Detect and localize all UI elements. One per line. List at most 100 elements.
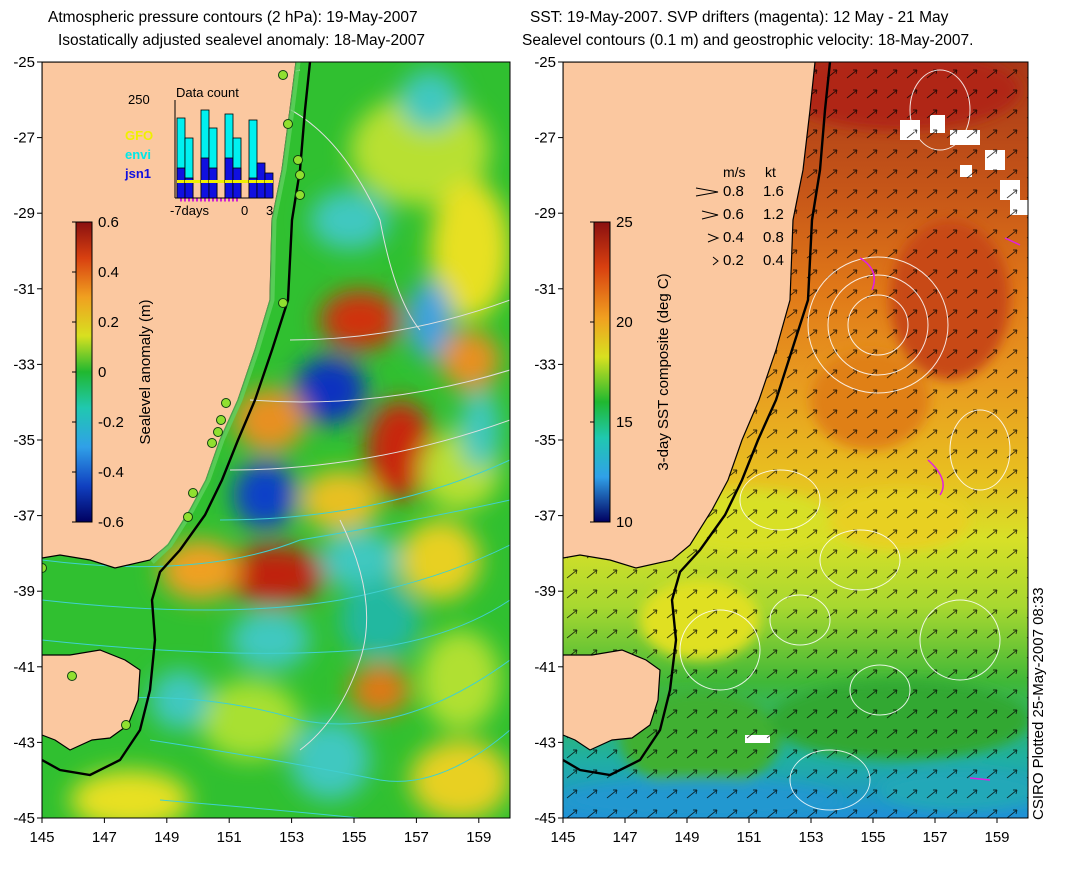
y-tick-label: -37	[13, 508, 35, 525]
right-y-axis: -25 -27 -29 -31 -33 -35 -37 -39 -41 -43 -45	[534, 54, 563, 827]
bar-gfo	[241, 180, 249, 183]
y-tick-label: -27	[534, 130, 556, 147]
bar-gfo	[177, 180, 185, 183]
svp-drifter-tracks	[859, 237, 1021, 781]
left-x-axis: 145 147 149 151 153 155 157 159	[29, 818, 491, 846]
data-count-xlabel-start: -7days	[170, 203, 210, 218]
sealevel-contours	[679, 69, 1011, 811]
y-tick-label: -29	[534, 205, 556, 222]
legend-jsn1: jsn1	[124, 166, 151, 181]
velocity-kt-value: 1.2	[763, 206, 784, 223]
legend-gfo: GFO	[125, 128, 153, 143]
colorbar-tick-label: -0.2	[98, 414, 124, 431]
bar-gfo	[249, 180, 257, 183]
bar-gfo	[193, 180, 201, 183]
credit-label: CSIRO Plotted 25-May-2007 08:33	[1030, 587, 1047, 820]
velocity-arrow-icon	[707, 233, 720, 243]
sst-colorbar-ticks: 25 20 15 10	[590, 214, 633, 531]
bar-gfo	[209, 180, 217, 183]
data-count-ymax: 250	[128, 92, 150, 107]
y-tick-label: -39	[13, 583, 35, 600]
colorbar-tick-label: 0	[98, 364, 106, 381]
bar-gfo	[217, 180, 225, 183]
x-tick-label: 153	[798, 829, 823, 846]
sla-colorbar-ticks: 0.6 0.4 0.2 0 -0.2 -0.4 -0.6	[72, 214, 124, 531]
velocity-kt-value: 1.6	[763, 183, 784, 200]
x-tick-label: 151	[217, 829, 242, 846]
bar-gfo	[201, 180, 209, 183]
y-tick-label: -41	[13, 659, 35, 676]
y-tick-label: -43	[534, 734, 556, 751]
shelf-contour-left	[42, 62, 312, 777]
colorbar-tick-label: 20	[616, 314, 633, 331]
y-tick-label: -33	[13, 356, 35, 373]
y-tick-label: -41	[534, 659, 556, 676]
sla-colorbar	[75, 221, 93, 523]
velocity-kt-value: 0.4	[763, 252, 784, 269]
sst-colorbar-label: 3-day SST composite (deg C)	[655, 273, 672, 470]
x-tick-label: 145	[550, 829, 575, 846]
bar-jsn1	[200, 157, 210, 199]
colorbar-tick-label: 0.2	[98, 314, 119, 331]
colorbar-tick-label: -0.6	[98, 514, 124, 531]
y-tick-label: -43	[13, 734, 35, 751]
right-x-axis: 145 147 149 151 153 155 157 159	[550, 818, 1010, 846]
velocity-legend: m/s kt 0.8 1.6 0.6 1.2 0.4 0.8 0.2 0.4	[695, 164, 784, 269]
y-tick-label: -39	[534, 583, 556, 600]
velocity-arrow-icon	[695, 187, 719, 197]
left-map	[42, 62, 510, 818]
data-count-inset: Data count 250 -7days 0 3 GFO envi jsn1	[124, 85, 274, 218]
x-tick-label: 149	[154, 829, 179, 846]
right-title-line1: SST: 19-May-2007. SVP drifters (magenta)…	[530, 9, 949, 26]
x-tick-label: 147	[92, 829, 117, 846]
x-tick-label: 157	[922, 829, 947, 846]
x-tick-label: 157	[404, 829, 429, 846]
pressure-contours	[42, 69, 510, 818]
left-title-line1: Atmospheric pressure contours (2 hPa): 1…	[48, 9, 418, 26]
x-tick-label: 159	[984, 829, 1009, 846]
velocity-legend-rows: 0.8 1.6 0.6 1.2 0.4 0.8 0.2 0.4	[695, 183, 784, 269]
velocity-ms-value: 0.4	[723, 229, 744, 246]
velocity-ms-value: 0.2	[723, 252, 744, 269]
tasmania-right	[563, 649, 661, 751]
y-tick-label: -45	[534, 810, 556, 827]
y-tick-label: -25	[534, 54, 556, 71]
velocity-ms-value: 0.6	[723, 206, 744, 223]
y-tick-label: -35	[13, 432, 35, 449]
shelf-contour-right	[563, 62, 832, 777]
bar-gfo	[185, 180, 193, 183]
left-y-axis: -25 -27 -29 -31 -33 -35 -37 -39 -41 -43 -45	[13, 54, 42, 827]
velocity-header-kt: kt	[765, 164, 776, 180]
bar-jsn1	[184, 177, 194, 199]
sla-colorbar-label: Sealevel anomaly (m)	[137, 299, 154, 444]
legend-envi: envi	[125, 147, 151, 162]
y-tick-label: -29	[13, 205, 35, 222]
x-tick-label: 155	[860, 829, 885, 846]
bar-gfo	[257, 180, 265, 183]
colorbar-tick-label: 0.4	[98, 264, 119, 281]
right-title-line2: Sealevel contours (0.1 m) and geostrophi…	[522, 32, 974, 49]
velocity-kt-value: 0.8	[763, 229, 784, 246]
velocity-arrow-icon	[701, 210, 719, 220]
colorbar-tick-label: 25	[616, 214, 633, 231]
colorbar-tick-label: 10	[616, 514, 633, 531]
y-tick-label: -45	[13, 810, 35, 827]
y-tick-label: -33	[534, 356, 556, 373]
y-tick-label: -35	[534, 432, 556, 449]
left-title-line2: Isostatically adjusted sealevel anomaly:…	[58, 32, 426, 49]
bar-jsn1	[224, 157, 234, 199]
velocity-ms-value: 0.8	[723, 183, 744, 200]
x-tick-label: 151	[736, 829, 761, 846]
y-tick-label: -31	[13, 281, 35, 298]
tide-gauge-markers	[42, 70, 305, 730]
data-count-title: Data count	[176, 85, 239, 100]
x-tick-label: 155	[341, 829, 366, 846]
x-tick-label: 159	[466, 829, 491, 846]
x-tick-label: 147	[612, 829, 637, 846]
right-map	[563, 62, 1028, 818]
bar-gfo	[233, 180, 241, 183]
velocity-header-ms: m/s	[723, 164, 746, 180]
x-tick-label: 149	[674, 829, 699, 846]
velocity-arrow-icon	[712, 256, 719, 266]
